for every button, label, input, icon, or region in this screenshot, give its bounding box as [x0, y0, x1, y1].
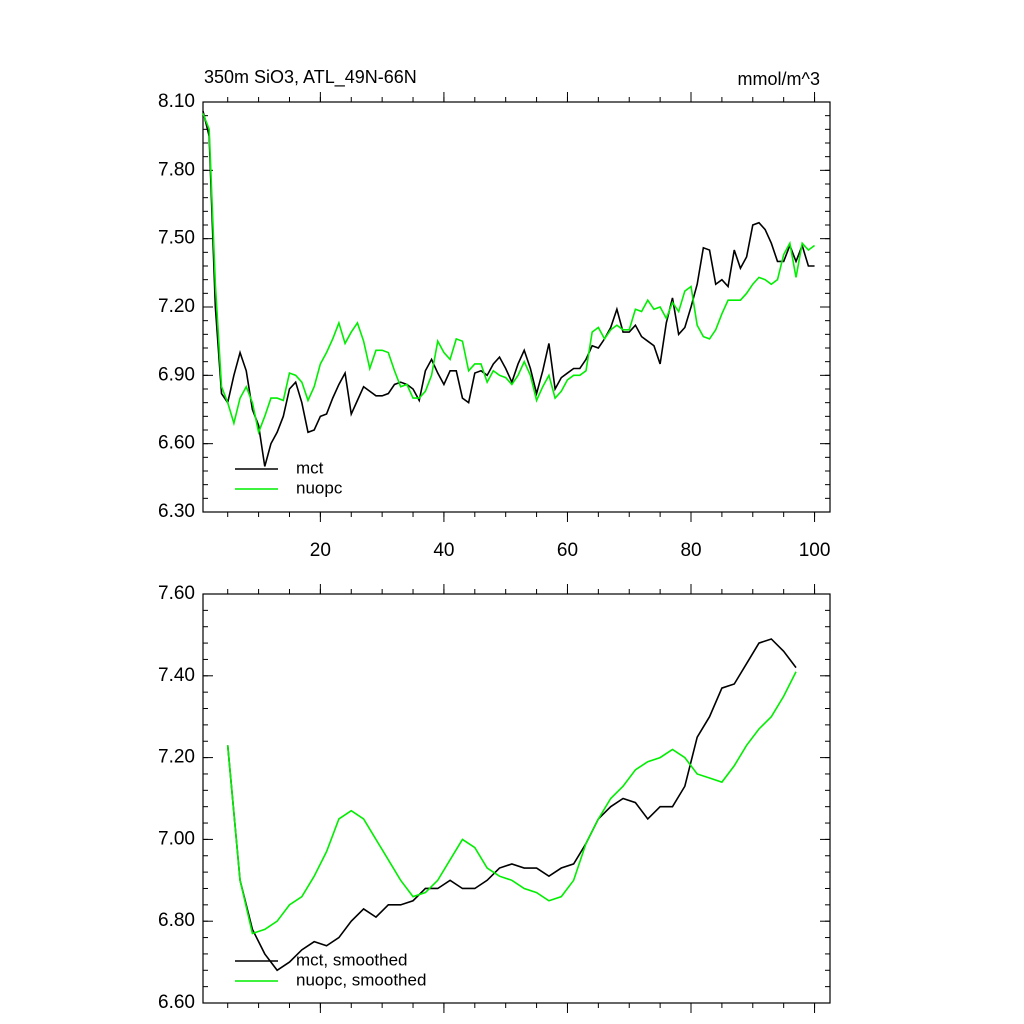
plot-frame — [202, 593, 831, 1004]
legend-label: nuopc — [296, 478, 343, 497]
x-tick-label: 40 — [433, 540, 454, 561]
y-tick-label: 7.00 — [158, 828, 195, 849]
y-tick-label: 7.80 — [158, 159, 195, 180]
legend-label: mct, smoothed — [296, 950, 408, 969]
y-tick-label: 6.30 — [158, 501, 195, 522]
series-line — [226, 638, 797, 972]
y-tick-label: 6.80 — [158, 910, 195, 931]
y-tick-label: 7.40 — [158, 665, 195, 686]
series-line — [226, 671, 797, 935]
x-tick-label: 60 — [557, 540, 578, 561]
series-line — [202, 110, 815, 467]
x-tick-label: 100 — [799, 540, 831, 561]
legend-label: nuopc, smoothed — [296, 970, 426, 989]
y-tick-label: 6.90 — [158, 364, 195, 385]
y-tick-label: 7.20 — [158, 747, 195, 768]
y-tick-label: 7.60 — [158, 583, 195, 604]
x-tick-label: 20 — [310, 540, 331, 561]
y-tick-label: 6.60 — [158, 992, 195, 1013]
y-tick-label: 7.50 — [158, 228, 195, 249]
legend-label: mct — [296, 458, 324, 477]
units-label: mmol/m^3 — [738, 69, 820, 89]
plot-frame — [202, 101, 831, 513]
chart-title: 350m SiO3, ATL_49N-66N — [204, 67, 417, 88]
x-tick-label: 80 — [680, 540, 701, 561]
series-line — [202, 113, 816, 436]
y-tick-label: 8.10 — [158, 91, 195, 112]
y-tick-label: 7.20 — [158, 296, 195, 317]
y-tick-label: 6.60 — [158, 433, 195, 454]
